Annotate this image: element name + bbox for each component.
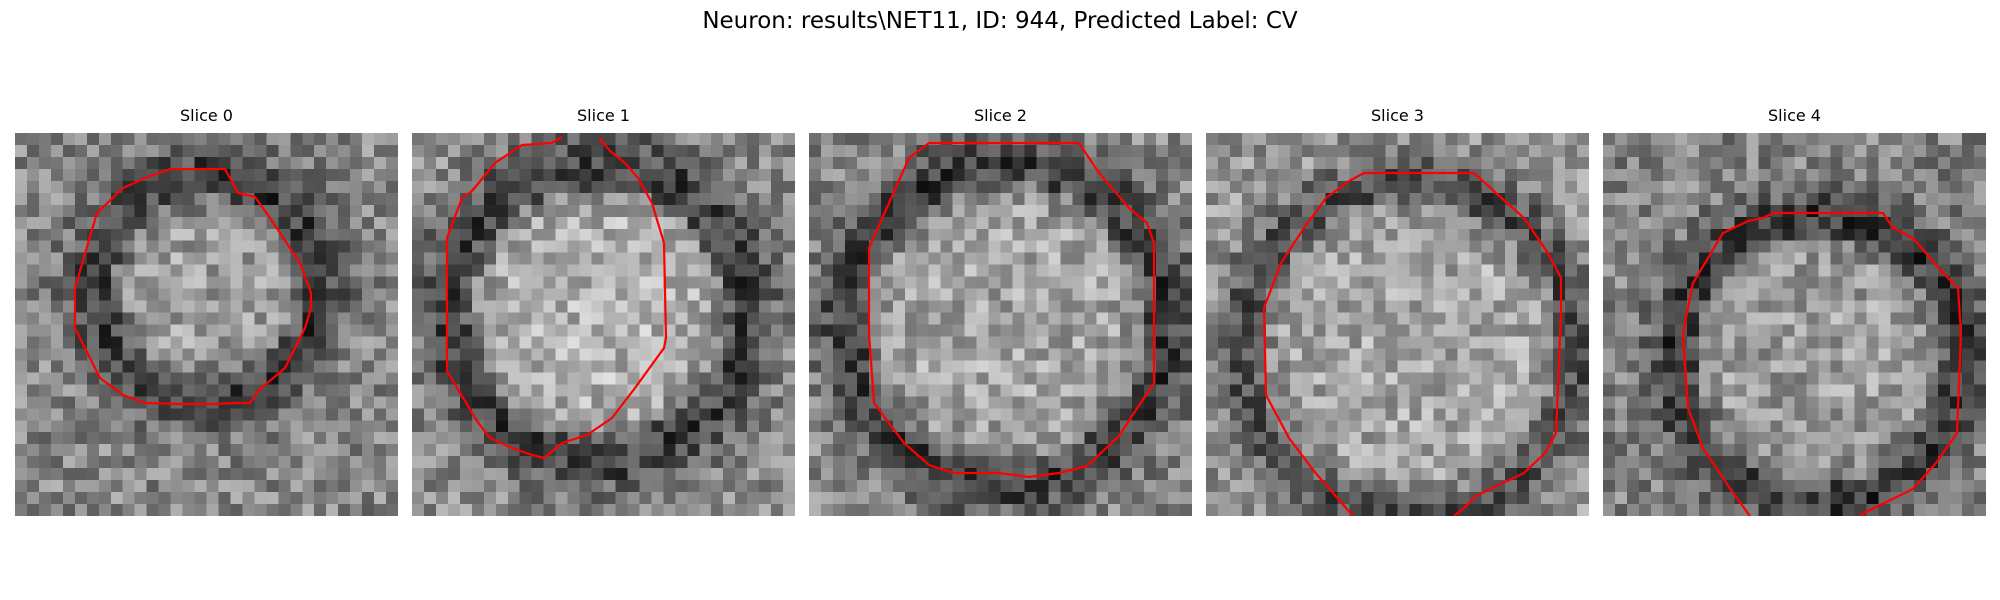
slice-title: Slice 2 (974, 106, 1027, 125)
grayscale-image (412, 133, 795, 516)
red-contour-line (73, 167, 313, 406)
grayscale-image (15, 133, 398, 516)
contour-overlay (445, 136, 668, 460)
slice-title: Slice 3 (1371, 106, 1424, 125)
contour-overlay (1262, 171, 1563, 516)
contour-overlay (1681, 211, 1963, 516)
red-contour-line (445, 136, 668, 460)
contour-overlay (73, 167, 313, 406)
grayscale-image (1206, 133, 1589, 516)
slice-panel-0: Slice 0 (15, 106, 398, 516)
slice-panel-3: Slice 3 (1206, 106, 1589, 516)
slice-panel-1: Slice 1 (412, 106, 795, 516)
slice-panel-2: Slice 2 (809, 106, 1192, 516)
slice-panel-4: Slice 4 (1603, 106, 1986, 516)
red-contour-line (1681, 211, 1963, 516)
contour-overlay (867, 141, 1156, 479)
figure-title: Neuron: results\NET11, ID: 944, Predicte… (702, 8, 1298, 34)
grayscale-image (1603, 133, 1986, 516)
slice-title: Slice 1 (577, 106, 630, 125)
red-contour-line (867, 141, 1156, 479)
slice-title: Slice 0 (180, 106, 233, 125)
red-contour-line (1262, 171, 1563, 516)
grayscale-image (809, 133, 1192, 516)
slice-title: Slice 4 (1768, 106, 1821, 125)
